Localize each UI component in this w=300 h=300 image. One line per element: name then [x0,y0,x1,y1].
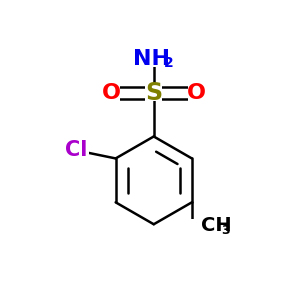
Text: CH: CH [201,216,232,235]
FancyBboxPatch shape [188,85,205,101]
Text: 2: 2 [164,56,174,70]
FancyBboxPatch shape [190,219,224,234]
Text: 3: 3 [221,224,230,236]
Text: O: O [187,82,206,103]
Text: O: O [101,82,121,103]
FancyBboxPatch shape [102,85,120,101]
Text: S: S [145,81,162,105]
FancyBboxPatch shape [142,51,175,67]
Text: Cl: Cl [65,140,88,160]
FancyBboxPatch shape [64,142,89,158]
Text: NH: NH [133,49,170,69]
FancyBboxPatch shape [145,85,162,101]
